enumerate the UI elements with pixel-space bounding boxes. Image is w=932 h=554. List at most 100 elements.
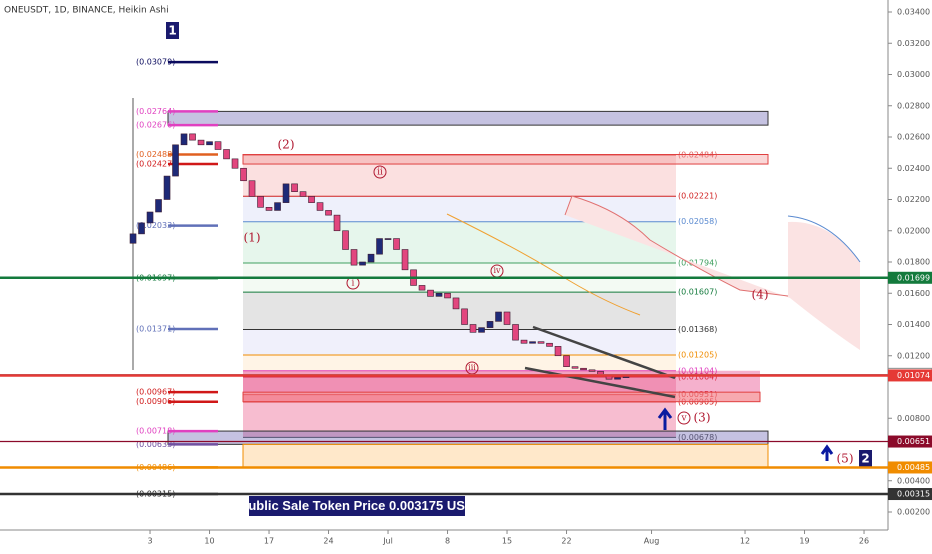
x-tick-label: Jul	[382, 537, 393, 546]
wave-label: (3)	[694, 411, 711, 425]
candle-body	[333, 214, 341, 232]
candle-body	[461, 308, 468, 325]
price-tag	[888, 369, 932, 382]
triangle-line	[532, 325, 676, 380]
candle-body	[146, 211, 154, 224]
candle-body	[427, 289, 434, 297]
wave-label: i	[352, 279, 355, 289]
candle-body	[325, 210, 332, 216]
candle-body	[512, 324, 519, 341]
candle-body	[163, 175, 171, 200]
y-tick-label: 0.03000	[897, 70, 930, 79]
level-label: (0.02764)	[136, 107, 175, 116]
axes: 0.03400 0.03200 0.03000 0.02800 0.02600 0.024…	[0, 8, 932, 546]
fib-band	[243, 292, 676, 330]
candle-body	[214, 141, 222, 150]
candle-body	[350, 249, 358, 266]
y-tick-label: 0.02000	[897, 226, 930, 235]
candle-body	[138, 222, 145, 235]
fib-label: (0.01205)	[678, 350, 717, 359]
candle-body	[197, 139, 205, 146]
fib-label: (0.00678)	[678, 433, 717, 442]
x-tick-label: 8	[445, 537, 450, 546]
x-tick-label: 3	[147, 537, 152, 546]
fib-label: (0.01104)	[678, 366, 717, 375]
candle-body	[342, 230, 349, 250]
x-tick-label: 22	[561, 537, 571, 546]
fib-band	[243, 354, 676, 371]
price-tag-label: 0.01699	[897, 273, 930, 282]
y-tick-label: 0.02400	[897, 164, 930, 173]
candle-body	[223, 149, 230, 160]
y-tick-label: 0.02800	[897, 101, 930, 110]
y-tick-label: 0.03400	[897, 8, 930, 17]
y-tick-label: 0.00200	[897, 508, 930, 517]
x-tick-label: 24	[323, 537, 333, 546]
fib-band	[243, 377, 676, 395]
candle-body	[257, 196, 264, 208]
candle-body	[469, 324, 477, 333]
candle-body	[180, 133, 188, 146]
y-tick-label: 0.01400	[897, 320, 930, 329]
candle-body	[478, 327, 485, 333]
chart-title: ONEUSDT, 1D, BINANCE, Heikin Ashi	[4, 6, 169, 16]
fib-label: (0.01368)	[678, 325, 717, 334]
wave-label: (2)	[278, 138, 295, 152]
candle-body	[384, 238, 392, 240]
triangle-line	[524, 366, 676, 399]
y-tick-label: 0.03200	[897, 39, 930, 48]
candle-body	[316, 202, 324, 211]
candle-body	[418, 285, 426, 291]
x-tick-label: 15	[502, 537, 512, 546]
fib-band	[243, 394, 676, 402]
zone-box	[242, 154, 769, 165]
candle-body	[393, 238, 400, 250]
banner: Public Sale Token Price 0.003175 USD	[240, 498, 475, 513]
fib-band	[243, 370, 676, 377]
fib-label: (0.02484)	[678, 151, 717, 160]
candle-body	[495, 311, 502, 322]
x-tick-label: 19	[799, 537, 809, 546]
fib-band	[243, 329, 676, 355]
level-label: (0.03079)	[136, 58, 175, 67]
candle-body	[376, 238, 383, 255]
cloud-edge	[564, 195, 789, 297]
wave-circle	[677, 411, 691, 425]
level-label: (0.00718)	[136, 427, 175, 436]
x-tick-label: 26	[859, 537, 869, 546]
zone-box	[242, 391, 761, 403]
candle-body	[571, 366, 579, 369]
fib-label: (0.01607)	[678, 288, 717, 297]
price-tag-label: 0.00651	[897, 437, 930, 446]
banner-box	[249, 496, 465, 516]
candle-body	[503, 311, 511, 325]
marker: 1	[168, 24, 176, 38]
candle-body	[614, 377, 621, 380]
candle-body	[265, 207, 273, 211]
candle-body	[282, 183, 290, 203]
x-tick-label: 10	[204, 537, 214, 546]
y-tick-label: 0.00800	[897, 414, 930, 423]
candle-body	[435, 292, 443, 297]
x-tick-label: Aug	[644, 537, 660, 546]
marker: 2	[861, 452, 869, 466]
level-label: (0.00967)	[136, 388, 175, 397]
candle-body	[580, 367, 587, 371]
price-tag-label: 0.01074	[897, 371, 930, 380]
candle-body	[248, 180, 256, 197]
candle-body	[308, 196, 315, 203]
level-label: (0.01371)	[136, 325, 175, 334]
candle-body	[129, 233, 137, 244]
candle-body	[206, 141, 213, 146]
y-tick-label: 0.01200	[897, 351, 930, 360]
candle-body	[563, 355, 570, 367]
price-tag-label: 0.00485	[897, 463, 930, 472]
candle-body	[359, 261, 366, 266]
arrow-up	[820, 444, 834, 461]
candle-body	[554, 346, 562, 357]
marker-box	[166, 22, 179, 39]
wave-label: (4)	[752, 288, 769, 302]
wave-label: (5)	[837, 452, 854, 466]
